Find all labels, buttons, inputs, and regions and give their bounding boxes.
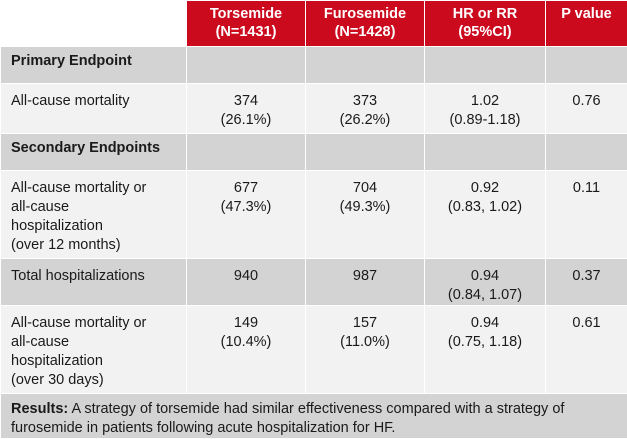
row-label: Total hospitalizations <box>1 259 187 306</box>
furosemide-value: 157 <box>353 315 377 331</box>
section-label-primary: Primary Endpoint <box>1 47 187 84</box>
section-filler <box>425 47 546 84</box>
hr-ci: (0.83, 1.02) <box>448 199 522 215</box>
section-filler <box>187 47 306 84</box>
table-row: All-cause mortality or all-cause hospitali… <box>1 306 627 394</box>
furosemide-pct: (11.0%) <box>340 334 390 350</box>
pvalue-cell: 0.37 <box>546 259 627 306</box>
row-label-line: all-cause <box>11 199 69 215</box>
torsemide-cell: 677 (47.3%) <box>187 171 306 259</box>
torsemide-pct: (47.3%) <box>221 199 272 215</box>
hr-value: 0.92 <box>471 180 499 196</box>
hr-ci: (0.84, 1.07) <box>448 287 522 303</box>
header-torsemide: Torsemide (N=1431) <box>187 1 306 47</box>
furosemide-cell: 987 <box>306 259 425 306</box>
header-furosemide-name: Furosemide <box>324 6 406 22</box>
hr-cell: 0.94 (0.75, 1.18) <box>425 306 546 394</box>
torsemide-value: 374 <box>234 93 258 109</box>
section-filler <box>425 134 546 171</box>
header-torsemide-n: (N=1431) <box>216 24 277 40</box>
hr-ci: (0.75, 1.18) <box>448 334 522 350</box>
header-hr-name: HR or RR <box>453 6 517 22</box>
hr-ci: (0.89-1.18) <box>450 112 521 128</box>
header-blank-cell <box>1 1 187 47</box>
results-text: A strategy of torsemide had similar effe… <box>11 401 564 436</box>
furosemide-value: 704 <box>353 180 377 196</box>
hr-cell: 0.94 (0.84, 1.07) <box>425 259 546 306</box>
table-row: Total hospitalizations 940 987 0.94 (0.84… <box>1 259 627 306</box>
results-table-figure: Torsemide (N=1431) Furosemide (N=1428) HR … <box>0 0 627 427</box>
results-summary: Results: A strategy of torsemide had sim… <box>1 394 627 439</box>
furosemide-pct: (49.3%) <box>340 199 391 215</box>
row-label-line: (over 12 months) <box>11 237 121 253</box>
furosemide-cell: 373 (26.2%) <box>306 84 425 134</box>
torsemide-cell: 374 (26.1%) <box>187 84 306 134</box>
row-label: All-cause mortality <box>1 84 187 134</box>
torsemide-value: 149 <box>234 315 258 331</box>
torsemide-cell: 940 <box>187 259 306 306</box>
section-filler <box>546 134 627 171</box>
header-pvalue: P value <box>546 1 627 47</box>
pvalue-cell: 0.76 <box>546 84 627 134</box>
row-label: All-cause mortality or all-cause hospitali… <box>1 306 187 394</box>
table-header-row: Torsemide (N=1431) Furosemide (N=1428) HR … <box>1 1 627 47</box>
row-label-line: (over 30 days) <box>11 372 104 388</box>
results-label: Results: <box>11 401 68 417</box>
header-hr-ci: (95%CI) <box>458 24 511 40</box>
furosemide-cell: 157 (11.0%) <box>306 306 425 394</box>
torsemide-pct: (26.1%) <box>221 112 272 128</box>
hr-cell: 0.92 (0.83, 1.02) <box>425 171 546 259</box>
pvalue-cell: 0.61 <box>546 306 627 394</box>
section-filler <box>306 47 425 84</box>
hr-cell: 1.02 (0.89-1.18) <box>425 84 546 134</box>
row-label-line: All-cause mortality or <box>11 315 146 331</box>
row-label: All-cause mortality or all-cause hospitali… <box>1 171 187 259</box>
table-row: All-cause mortality 374 (26.1%) 373 (26.2%… <box>1 84 627 134</box>
section-row-primary: Primary Endpoint <box>1 47 627 84</box>
furosemide-value: 373 <box>353 93 377 109</box>
torsemide-value: 677 <box>234 180 258 196</box>
results-row: Results: A strategy of torsemide had sim… <box>1 394 627 439</box>
torsemide-cell: 149 (10.4%) <box>187 306 306 394</box>
furosemide-cell: 704 (49.3%) <box>306 171 425 259</box>
hr-value: 0.94 <box>471 315 499 331</box>
header-torsemide-name: Torsemide <box>210 6 282 22</box>
row-label-line: all-cause <box>11 334 69 350</box>
section-filler <box>306 134 425 171</box>
section-filler <box>546 47 627 84</box>
header-furosemide: Furosemide (N=1428) <box>306 1 425 47</box>
hr-value: 0.94 <box>471 268 499 284</box>
section-label-secondary: Secondary Endpoints <box>1 134 187 171</box>
torsemide-pct: (10.4%) <box>221 334 272 350</box>
furosemide-pct: (26.2%) <box>340 112 391 128</box>
row-label-line: All-cause mortality or <box>11 180 146 196</box>
header-hr: HR or RR (95%CI) <box>425 1 546 47</box>
row-label-line: hospitalization <box>11 353 103 369</box>
pvalue-cell: 0.11 <box>546 171 627 259</box>
row-label-line: hospitalization <box>11 218 103 234</box>
hr-value: 1.02 <box>471 93 499 109</box>
section-filler <box>187 134 306 171</box>
section-row-secondary: Secondary Endpoints <box>1 134 627 171</box>
header-furosemide-n: (N=1428) <box>335 24 396 40</box>
table-row: All-cause mortality or all-cause hospitali… <box>1 171 627 259</box>
